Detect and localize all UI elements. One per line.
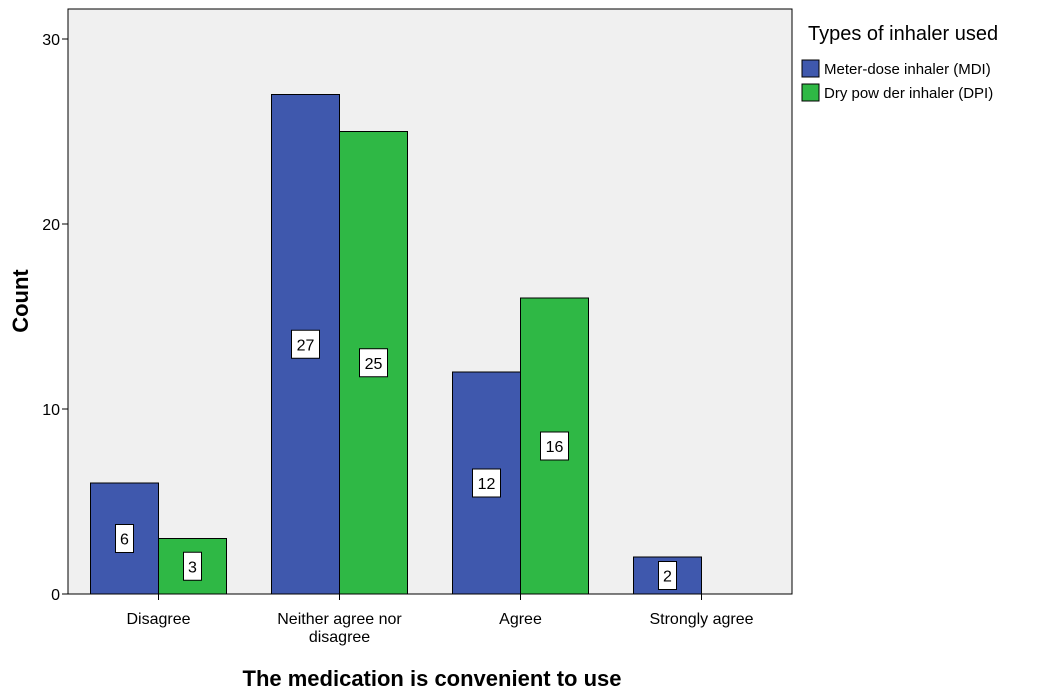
data-label-box: [540, 431, 569, 461]
data-label: 3: [188, 559, 197, 576]
y-tick-label: 20: [42, 217, 60, 234]
data-label-box: [359, 348, 388, 378]
y-tick-label: 0: [51, 587, 60, 604]
data-label-box: [183, 551, 202, 581]
legend-swatch: [801, 59, 820, 78]
y-ticks-layer: 0 10 20 30: [42, 32, 68, 604]
x-tick-label: Disagree: [126, 611, 190, 628]
data-label-box: [291, 329, 320, 359]
data-label: 16: [546, 439, 564, 456]
plot-area: [67, 8, 793, 595]
data-label: 25: [365, 356, 383, 373]
y-tick-label: 10: [42, 402, 60, 419]
legend: Types of inhaler used Meter-dose inhaler…: [801, 23, 998, 102]
y-axis-title: Count: [8, 269, 33, 333]
y-tick-label: 30: [42, 32, 60, 49]
x-axis-title: The medication is convenient to use: [243, 666, 622, 691]
data-label-box: [472, 468, 501, 498]
data-label: 6: [120, 532, 129, 549]
x-tick-label: disagree: [309, 629, 370, 646]
legend-label: Dry pow der inhaler (DPI): [824, 85, 993, 102]
x-tick-label: Neither agree nor: [277, 611, 402, 628]
data-label: 27: [297, 337, 315, 354]
legend-items: Meter-dose inhaler (MDI) Dry pow der inha…: [801, 59, 993, 102]
x-tick-label: Agree: [499, 611, 542, 628]
data-label: 2: [663, 569, 672, 586]
data-label: 12: [478, 476, 496, 493]
legend-swatch: [801, 83, 820, 102]
data-labels-layer: 6 3 27 25 12 16 2: [115, 329, 677, 590]
data-label-box: [115, 524, 134, 553]
data-label-box: [658, 561, 677, 590]
legend-label: Meter-dose inhaler (MDI): [824, 61, 991, 78]
x-tick-label: Strongly agree: [649, 611, 753, 628]
legend-title: Types of inhaler used: [808, 23, 998, 45]
